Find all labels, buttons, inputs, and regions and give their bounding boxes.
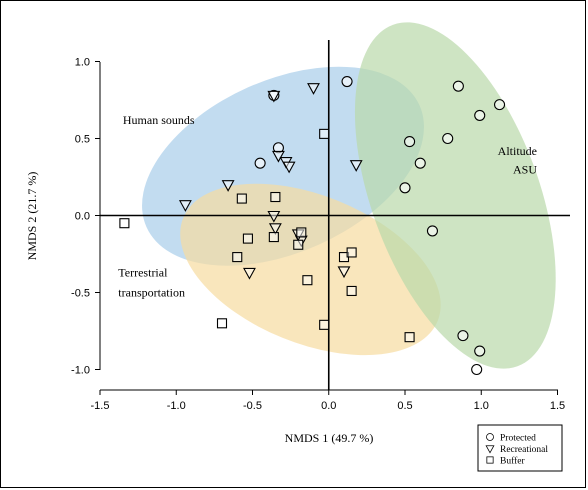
recreational-point xyxy=(268,223,282,235)
annotation-1: Terrestrial xyxy=(118,265,168,279)
protected-point xyxy=(442,132,454,145)
ellipse-1 xyxy=(180,183,441,356)
protected-point xyxy=(426,225,439,237)
annotation-0: Human sounds xyxy=(123,113,195,127)
x-tick-label: 0.5 xyxy=(397,400,412,412)
legend-circle-marker xyxy=(486,433,494,441)
buffer-point xyxy=(319,319,330,330)
annotation-4: ASU xyxy=(513,162,537,176)
buffer-point xyxy=(346,285,357,297)
protected-point xyxy=(474,109,486,121)
x-tick-label: -1.0 xyxy=(167,400,186,412)
recreational-point xyxy=(282,161,296,174)
recreational-point xyxy=(221,180,235,192)
buffer-point xyxy=(302,275,313,286)
protected-point xyxy=(471,363,483,376)
x-tick-label: 0.0 xyxy=(321,400,336,412)
buffer-point xyxy=(346,247,357,258)
annotation-3: Altitude xyxy=(498,144,537,158)
recreational-point xyxy=(267,90,281,103)
x-tick-label: -1.5 xyxy=(91,400,110,412)
recreational-point xyxy=(307,83,320,95)
y-tick-label: -1.0 xyxy=(71,365,90,377)
y-axis-title: NMDS 2 (21.7 %) xyxy=(25,172,39,261)
protected-point xyxy=(474,345,486,357)
recreational-point xyxy=(349,160,363,172)
x-tick-label: -0.5 xyxy=(243,400,262,412)
y-tick-label: 1.0 xyxy=(75,57,90,69)
buffer-point xyxy=(293,239,304,250)
recreational-point xyxy=(267,210,281,223)
protected-point xyxy=(457,330,469,342)
protected-point xyxy=(493,99,506,111)
y-tick-label: -0.5 xyxy=(71,288,90,300)
buffer-point xyxy=(242,233,253,244)
recreational-point xyxy=(271,150,285,163)
protected-point xyxy=(404,136,416,148)
annotation-2: transportation xyxy=(118,286,185,300)
y-tick-label: 0.5 xyxy=(75,134,90,146)
buffer-point xyxy=(232,252,243,263)
recreational-point xyxy=(178,200,192,212)
legend-square-marker xyxy=(486,456,494,464)
protected-point xyxy=(414,157,426,169)
recreational-point xyxy=(243,267,256,280)
x-axis-title: NMDS 1 (49.7 %) xyxy=(285,431,374,445)
protected-point xyxy=(452,80,464,92)
protected-point xyxy=(399,182,411,194)
buffer-point xyxy=(216,318,228,329)
buffer-point xyxy=(268,232,279,243)
legend-label: Protected xyxy=(500,434,536,444)
buffer-point xyxy=(236,193,247,204)
protected-point xyxy=(254,157,266,169)
buffer-point xyxy=(119,218,130,229)
x-tick-label: 1.0 xyxy=(474,400,489,412)
ellipse-2 xyxy=(354,22,556,369)
x-tick-label: 1.5 xyxy=(550,400,565,412)
y-tick-label: 0.0 xyxy=(75,211,90,223)
buffer-point xyxy=(404,332,415,343)
legend-label: Recreational xyxy=(500,445,548,455)
buffer-point xyxy=(319,128,330,139)
recreational-point xyxy=(337,266,351,279)
legend-triangle-marker xyxy=(485,445,495,454)
legend-label: Buffer xyxy=(500,456,525,467)
buffer-point xyxy=(296,227,307,238)
protected-point xyxy=(341,75,353,88)
buffer-point xyxy=(270,191,281,203)
